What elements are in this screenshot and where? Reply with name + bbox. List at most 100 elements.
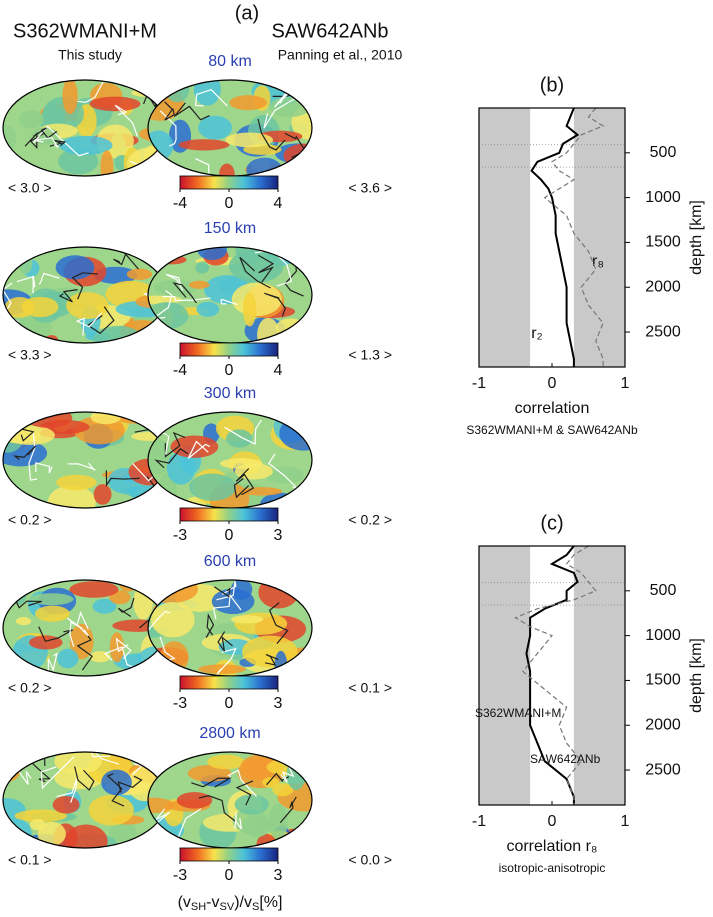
x-tick-label: 1	[621, 813, 630, 830]
model-name: S362WMANI+M	[13, 20, 157, 42]
map-anomaly	[69, 623, 94, 660]
plate-boundary	[66, 617, 83, 647]
map-anomaly	[153, 279, 197, 296]
coastline	[239, 256, 271, 289]
map-anomaly	[58, 148, 99, 175]
map-anomaly	[148, 295, 182, 304]
plate-boundary	[194, 89, 228, 107]
coastline	[33, 127, 58, 139]
mean-label: < 3.6 >	[348, 180, 392, 196]
label-part: [%]	[259, 894, 282, 911]
y-tick-label: 1000	[645, 189, 681, 206]
y-tick-label: 2000	[645, 278, 681, 295]
map-anomaly	[64, 824, 108, 848]
plate-boundary	[38, 272, 60, 285]
map-anomaly	[37, 821, 66, 847]
coastline	[257, 118, 286, 151]
map-anomaly	[228, 249, 284, 283]
map-anomaly	[240, 754, 280, 781]
map-anomaly	[47, 485, 96, 508]
x-tick-label: -1	[472, 375, 486, 392]
map-anomaly	[17, 252, 33, 274]
x-tick-label: 0	[548, 813, 557, 830]
x-axis-label: correlation	[515, 400, 590, 417]
plate-boundary	[149, 491, 167, 508]
map-anomaly	[283, 143, 312, 168]
series-label: r₂	[531, 325, 543, 342]
depth-label: 300 km	[204, 385, 256, 402]
plate-boundary	[67, 462, 96, 471]
coastline	[113, 253, 139, 270]
map-anomaly	[242, 813, 271, 838]
coastline	[118, 597, 135, 618]
plate-boundary	[280, 764, 295, 783]
coastline	[164, 101, 175, 121]
label-part: -v	[206, 894, 219, 911]
profile-line	[525, 545, 579, 805]
y-tick-label: 1500	[645, 234, 681, 251]
colorbar-tick-label: 3	[274, 527, 283, 544]
panel-label: (b)	[540, 74, 564, 96]
plate-boundary	[212, 593, 242, 620]
map	[3, 80, 167, 176]
map	[148, 580, 312, 676]
plate-boundary	[159, 110, 177, 147]
y-axis-label: depth [km]	[688, 638, 705, 713]
plate-boundary	[16, 275, 36, 294]
series-label: S362WMANI+M	[475, 706, 561, 720]
map-anomaly	[35, 605, 70, 622]
caption: S362WMANI+M & SAW642ANb	[466, 423, 638, 437]
coastline	[235, 780, 254, 806]
plate-boundary	[216, 581, 237, 601]
colorbar-tick-label: 3	[274, 867, 283, 884]
map-anomaly	[207, 754, 245, 770]
map-anomaly	[166, 451, 196, 485]
coastline	[257, 254, 275, 283]
map-anomaly	[52, 796, 80, 814]
plate-boundary	[88, 752, 120, 765]
map-anomaly	[89, 96, 141, 112]
map-anomaly	[189, 473, 236, 501]
coastline	[3, 80, 21, 100]
mean-label: < 3.3 >	[8, 347, 52, 363]
coastline	[137, 330, 155, 343]
colorbar	[179, 847, 279, 862]
series-label: SAW642ANb	[530, 752, 601, 766]
plate-boundary	[35, 462, 53, 474]
coastline	[12, 445, 37, 461]
map-anomaly	[56, 474, 97, 491]
colorbar-tick-label: 4	[274, 195, 283, 212]
colorbar	[179, 175, 279, 190]
map-anomaly	[151, 601, 195, 638]
plate-boundary	[33, 136, 59, 148]
y-tick-label: 500	[650, 144, 677, 161]
map-anomaly	[126, 268, 153, 280]
plate-boundary	[115, 637, 132, 659]
coastline	[173, 102, 210, 121]
map-anomaly	[15, 617, 32, 626]
y-tick-label: 1000	[645, 627, 681, 644]
plate-boundary	[114, 104, 138, 137]
mean-label: < 0.1 >	[8, 852, 52, 868]
map-anomaly	[100, 150, 114, 176]
coastline	[26, 758, 51, 783]
plate-boundary	[28, 433, 38, 481]
coastline	[105, 470, 140, 487]
mean-label: < 0.2 >	[348, 512, 392, 528]
plate-boundary	[77, 80, 105, 103]
model-subtitle: This study	[58, 47, 122, 63]
plate-boundary	[195, 157, 231, 176]
label-part: )/v	[234, 894, 252, 911]
colorbar	[179, 507, 279, 522]
colorbar-tick-label: 4	[274, 362, 283, 379]
colorbar-tick-label: 0	[225, 362, 234, 379]
depth-label: 2800 km	[199, 725, 260, 742]
model-name: SAW642ANb	[271, 20, 388, 42]
map-anomaly	[229, 95, 267, 111]
map-anomaly	[24, 412, 73, 428]
map-anomaly	[289, 248, 312, 261]
y-tick-label: 1500	[645, 672, 681, 689]
y-tick-label: 500	[650, 582, 677, 599]
map-anomaly	[234, 794, 269, 815]
